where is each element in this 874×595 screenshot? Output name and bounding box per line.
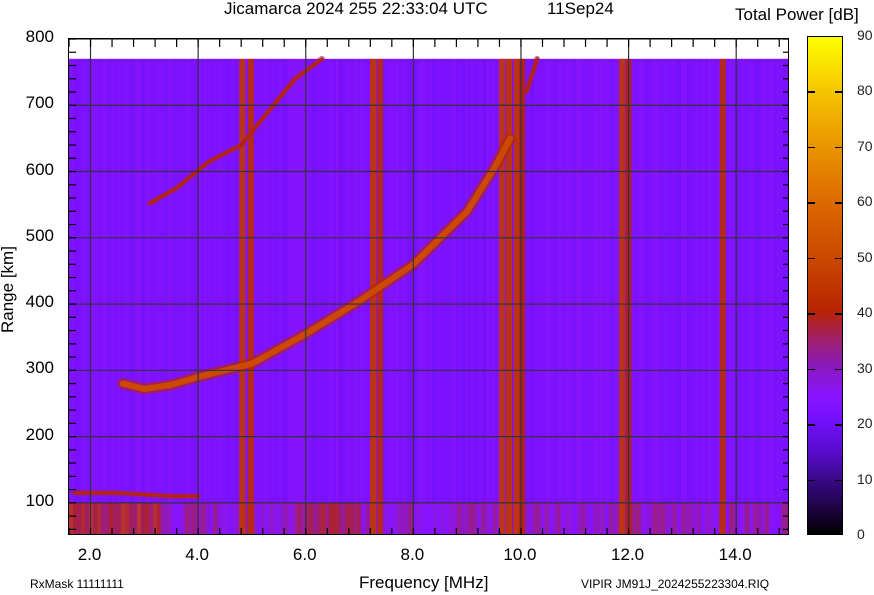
colorbar-tick-mark	[807, 313, 815, 315]
colorbar-tick-label: 90	[857, 27, 873, 43]
colorbar-tick-label: 20	[857, 415, 873, 432]
colorbar-tick-label: 60	[857, 193, 873, 210]
chart-date: 11Sep24	[547, 0, 614, 18]
colorbar-tick-label: 40	[857, 304, 873, 321]
colorbar-tick-mark	[807, 257, 815, 260]
y-tick-label: 800	[25, 27, 54, 46]
colorbar-tick-mark	[807, 479, 815, 482]
chart-title: Jicamarca 2024 255 22:33:04 UTC	[224, 0, 488, 18]
colorbar-tick-label: 10	[857, 470, 873, 487]
colorbar-tick-mark	[835, 424, 843, 426]
filename-label: VIPIR JM91J_2024255223304.RIQ	[581, 577, 770, 591]
x-tick-label: 2.0	[77, 545, 102, 564]
colorbar-tick-mark	[835, 479, 843, 482]
y-tick-label: 200	[25, 424, 54, 444]
colorbar-tick-mark	[835, 146, 843, 149]
colorbar-tick-label: 0	[857, 526, 865, 542]
y-tick-label: 400	[25, 292, 54, 312]
colorbar-tick-label: 80	[857, 82, 873, 99]
colorbar-tick-mark	[835, 202, 843, 204]
x-tick-label: 6.0	[292, 545, 317, 564]
colorbar-title: Total Power [dB]	[735, 5, 859, 24]
colorbar-tick-mark	[835, 257, 843, 260]
y-tick-label: 300	[25, 358, 54, 378]
y-tick-label: 600	[25, 159, 54, 179]
colorbar	[807, 36, 843, 535]
ionogram-heatmap	[69, 39, 788, 534]
colorbar-tick-mark	[807, 146, 815, 149]
x-tick-label: 12.0	[611, 545, 645, 564]
colorbar-tick-label: 50	[857, 248, 873, 265]
x-tick-label: 8.0	[400, 545, 425, 564]
y-tick-label: 500	[25, 225, 54, 245]
colorbar-tick-mark	[835, 313, 843, 315]
colorbar-tick-mark	[807, 424, 815, 426]
colorbar-tick-label: 70	[857, 137, 873, 154]
x-tick-label: 14.0	[718, 545, 752, 564]
colorbar-tick-mark	[807, 368, 815, 371]
ionogram-plot	[68, 38, 789, 535]
colorbar-tick-mark	[835, 368, 843, 371]
colorbar-tick-mark	[835, 91, 843, 93]
y-tick-label: 700	[25, 93, 54, 113]
x-tick-label: 4.0	[185, 545, 209, 564]
x-tick-label: 10.0	[503, 545, 537, 564]
rxmask-label: RxMask 11111111	[30, 577, 124, 591]
colorbar-tick-label: 30	[857, 359, 873, 376]
y-tick-label: 100	[25, 490, 54, 510]
colorbar-tick-mark	[807, 91, 815, 93]
colorbar-tick-mark	[807, 202, 815, 204]
x-axis-label: Frequency [MHz]	[359, 573, 489, 592]
